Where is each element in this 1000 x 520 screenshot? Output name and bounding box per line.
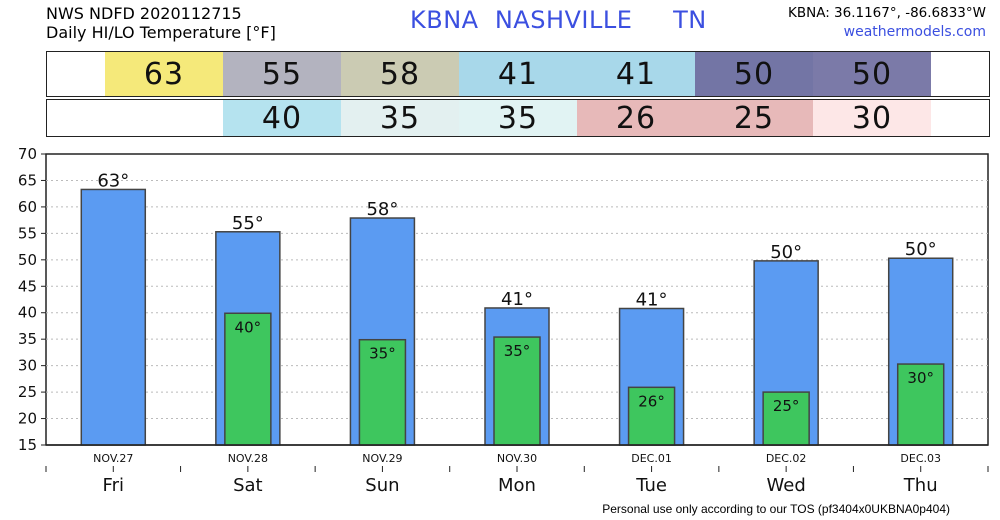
y-tick-label: 15 <box>18 436 37 454</box>
x-date-label: NOV.30 <box>497 452 537 465</box>
x-day-label: Wed <box>767 475 806 496</box>
station-code: KBNA <box>410 6 479 34</box>
hi_row-cell: 55 <box>223 52 341 96</box>
hi_row-cell: 63 <box>105 52 223 96</box>
lo-bar-label: 30° <box>907 369 934 387</box>
header-right: KBNA: 36.1167°, -86.6833°W weathermodels… <box>788 4 986 42</box>
x-date-label: DEC.02 <box>766 452 807 465</box>
hi_row-cell: 41 <box>459 52 577 96</box>
x-date-label: DEC.03 <box>900 452 941 465</box>
lo_row-cell: 40 <box>223 100 341 136</box>
hi_row-cell: 50 <box>695 52 813 96</box>
y-tick-label: 20 <box>18 410 37 428</box>
lo-bar <box>627 386 676 446</box>
y-tick-label: 70 <box>18 145 37 163</box>
lo-bar <box>896 363 945 446</box>
y-tick-label: 40 <box>18 304 37 322</box>
x-day-label: Thu <box>903 475 938 496</box>
y-tick-label: 60 <box>18 198 37 216</box>
product-line: Daily HI/LO Temperature [°F] <box>46 23 276 42</box>
x-day-label: Mon <box>498 475 536 496</box>
hi-bar <box>80 188 147 446</box>
hi-bar-label: 50° <box>905 239 937 260</box>
x-day-label: Fri <box>103 475 124 496</box>
source-line: NWS NDFD 2020112715 <box>46 4 242 23</box>
y-tick-label: 50 <box>18 251 37 269</box>
lo-bar <box>358 338 407 446</box>
lo_row-cell: 30 <box>813 100 931 136</box>
y-tick-label: 65 <box>18 171 37 189</box>
footer-note: Personal use only according to our TOS (… <box>602 502 950 516</box>
lo-bar <box>224 312 272 446</box>
y-tick-label: 30 <box>18 357 37 375</box>
lo-bar <box>762 391 810 446</box>
lo-bar-label: 35° <box>369 345 396 363</box>
station-state: TN <box>673 6 707 34</box>
y-tick-label: 45 <box>18 277 37 295</box>
x-day-label: Sat <box>233 475 263 496</box>
site-link[interactable]: weathermodels.com <box>843 24 986 40</box>
x-day-label: Tue <box>635 475 667 496</box>
lo_row-cell: 35 <box>459 100 577 136</box>
x-date-label: NOV.29 <box>362 452 402 465</box>
hi-bar-label: 55° <box>232 213 264 234</box>
hi_row-cell: 50 <box>813 52 931 96</box>
lo-bar-label: 25° <box>773 397 800 415</box>
y-tick-label: 35 <box>18 330 37 348</box>
x-day-label: Sun <box>365 475 399 496</box>
hi-bar-label: 41° <box>501 289 533 310</box>
lo_row-cell: 25 <box>695 100 813 136</box>
hi_row-cell: 58 <box>341 52 459 96</box>
y-tick-label: 55 <box>18 224 37 242</box>
x-date-label: DEC.01 <box>631 452 672 465</box>
lo_row-cell: 26 <box>577 100 695 136</box>
x-date-label: NOV.28 <box>228 452 268 465</box>
lo-temp-row: 40 35 35 26 25 30 <box>46 99 990 137</box>
hi-bar-label: 50° <box>770 242 802 263</box>
header-left: NWS NDFD 2020112715 Daily HI/LO Temperat… <box>46 4 276 42</box>
lo-bar-label: 35° <box>504 342 531 360</box>
lo_row-cell <box>105 100 223 136</box>
hi_row-cell: 41 <box>577 52 695 96</box>
hi-bar-label: 63° <box>97 170 129 191</box>
station-city: NASHVILLE <box>494 6 633 34</box>
hi-bar-label: 58° <box>366 199 398 220</box>
y-tick-label: 25 <box>18 383 37 401</box>
station-coords: KBNA: 36.1167°, -86.6833°W <box>787 5 986 21</box>
lo-bar-label: 40° <box>235 318 262 336</box>
x-date-label: NOV.27 <box>93 452 133 465</box>
lo-bar-label: 26° <box>638 392 665 410</box>
hi-temp-row: 63 55 58 41 41 50 50 <box>46 51 990 97</box>
lo-bar <box>493 336 541 446</box>
station-title: KBNA NASHVILLE TN <box>410 6 707 34</box>
lo_row-cell: 35 <box>341 100 459 136</box>
hi-bar-label: 41° <box>636 289 668 310</box>
